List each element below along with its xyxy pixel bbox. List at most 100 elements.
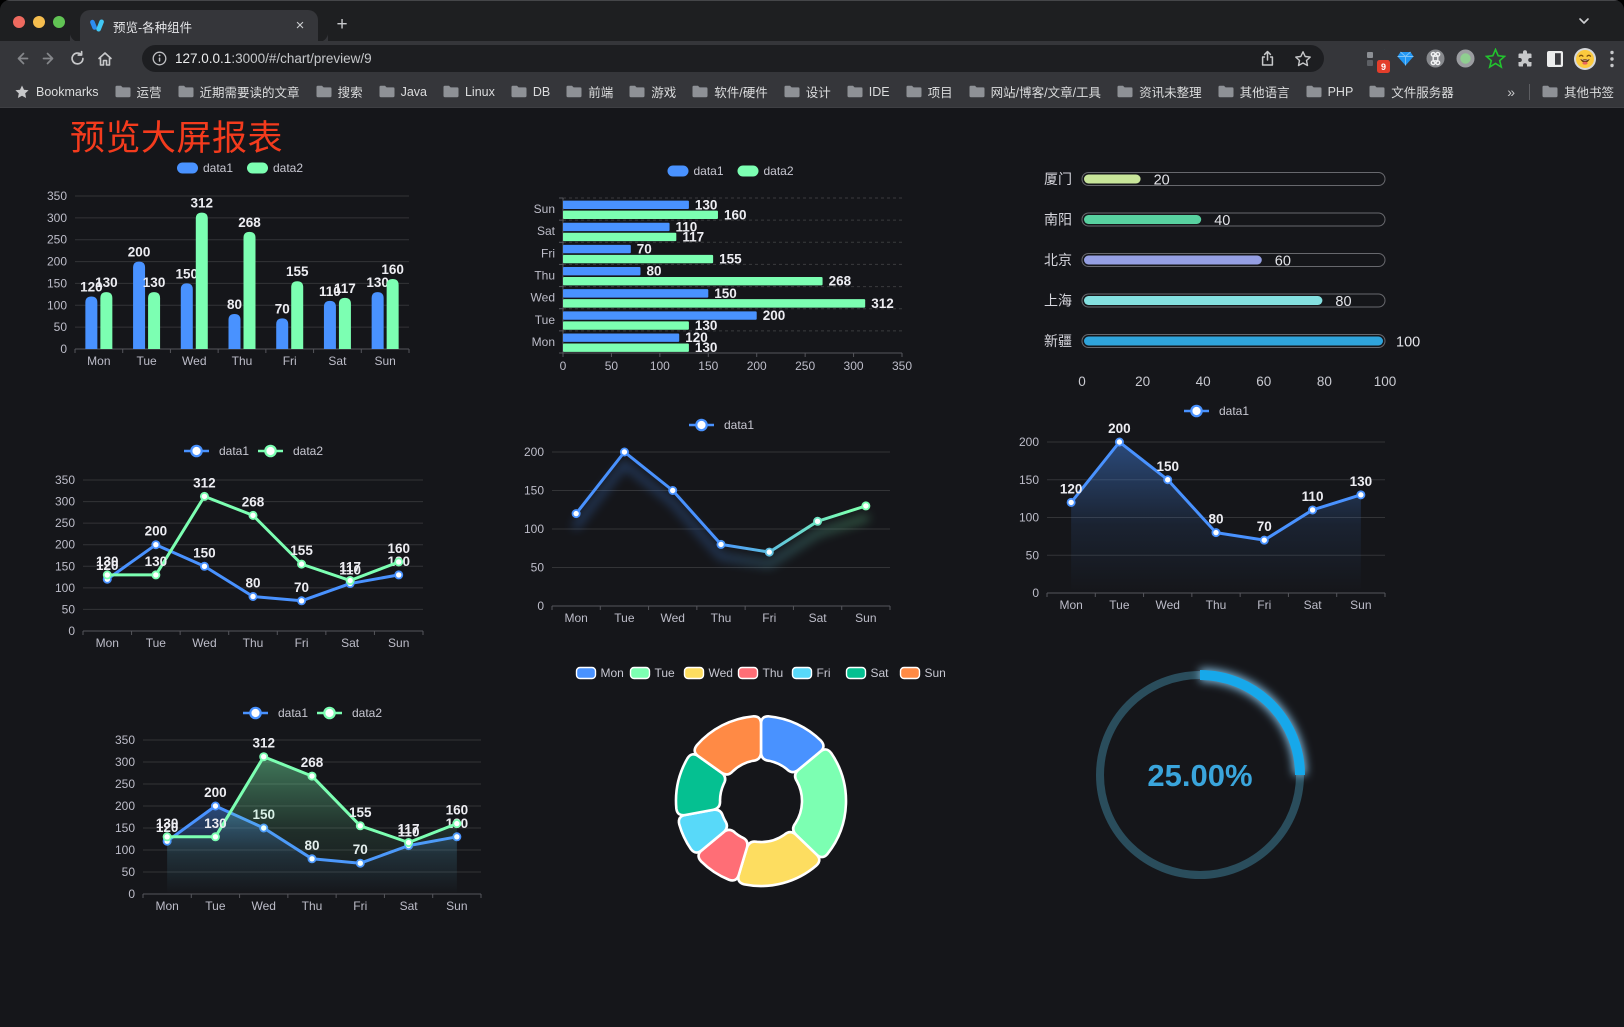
point-data1-Sat[interactable] (1308, 505, 1318, 515)
bar-data1-Mon[interactable] (563, 333, 680, 342)
bar-data2-Tue[interactable] (563, 321, 689, 330)
point-data1-Thu[interactable] (716, 539, 726, 549)
bar-data2-Tue[interactable] (148, 292, 161, 349)
bar-data2-Thu[interactable] (563, 277, 823, 286)
bookmark-folder-item[interactable]: 近期需要读的文章 (178, 82, 300, 101)
legend-swatch[interactable] (791, 666, 813, 680)
bar-data1-Wed[interactable] (180, 283, 193, 349)
bookmark-folder-item[interactable]: IDE (847, 82, 890, 101)
chart-bar-horizontal[interactable]: 0 50 100 150 200 250 300 350 Mon Tue Wed Thu Fri Sat S… (520, 157, 940, 387)
bookmarks-overflow-chevron[interactable]: » (1507, 83, 1515, 100)
point-data2-Fri[interactable] (355, 821, 365, 831)
legend-swatch[interactable] (177, 162, 198, 174)
close-window-button[interactable] (13, 16, 25, 28)
bookmark-star-icon[interactable] (1294, 50, 1312, 68)
point-data2-Wed[interactable] (259, 752, 269, 762)
legend-swatch[interactable] (264, 444, 277, 458)
bar-data2-Mon[interactable] (563, 343, 689, 352)
browser-menu-kebab-icon[interactable] (1600, 44, 1624, 74)
point-data2-Thu[interactable] (248, 510, 258, 520)
point-data1-Sun[interactable] (1356, 490, 1366, 500)
bookmark-folder-item[interactable]: 运营 (115, 82, 162, 101)
legend-swatch[interactable] (899, 666, 921, 680)
legend-swatch[interactable] (667, 165, 689, 177)
bar-data1-Mon[interactable] (85, 296, 98, 349)
extension-command-circle-icon[interactable] (1420, 44, 1450, 74)
bar-data1-Tue[interactable] (133, 261, 146, 349)
fullscreen-window-button[interactable] (53, 16, 65, 28)
legend-swatch[interactable] (737, 165, 759, 177)
legend-swatch[interactable] (737, 666, 759, 680)
bar-data2-Fri[interactable] (291, 281, 304, 349)
progress-fill-南阳[interactable] (1084, 215, 1202, 224)
bar-data1-Tue[interactable] (563, 311, 757, 320)
other-bookmarks-folder[interactable]: 其他书签 (1542, 82, 1614, 101)
address-bar[interactable]: 127.0.0.1:3000/#/chart/preview/9 (142, 45, 1324, 72)
pie-slice-Sat[interactable] (674, 753, 727, 817)
browser-tab[interactable]: 预览-各种组件 × (80, 10, 328, 42)
point-data2-Fri[interactable] (297, 559, 307, 569)
chart-donut[interactable]: Mon Tue Wed Thu Fri Sat Sun (560, 659, 962, 949)
home-button[interactable] (91, 45, 119, 73)
extensions-puzzle-icon[interactable] (1510, 44, 1540, 74)
bar-data2-Mon[interactable] (100, 292, 113, 349)
bookmark-folder-item[interactable]: PHP (1306, 82, 1353, 101)
share-icon[interactable] (1259, 50, 1276, 67)
bookmark-folder-item[interactable]: 网站/博客/文章/工具 (969, 82, 1101, 101)
chart-progress-bars[interactable]: 厦门 20 南阳 40 北京 60 上海 80 新疆 100 0 20 40 60 80 100 (1020, 149, 1420, 409)
extension-grid-badge-icon[interactable]: 9 (1360, 44, 1390, 74)
legend-swatch[interactable] (683, 666, 705, 680)
bookmarks-manager-item[interactable]: Bookmarks (14, 84, 99, 100)
legend-swatch[interactable] (629, 666, 651, 680)
chart-line-two-series[interactable]: 0 50 100 150 200 250 300 350 Mon Tue Wed Thu Fri Sat S… (45, 437, 465, 656)
pie-slice-Wed[interactable] (736, 830, 821, 888)
point-data1-Sun[interactable] (394, 570, 404, 580)
point-data1-Thu[interactable] (248, 591, 258, 601)
bar-data2-Wed[interactable] (195, 212, 208, 349)
bar-data2-Wed[interactable] (563, 299, 866, 308)
minimize-window-button[interactable] (33, 16, 45, 28)
bar-data2-Sat[interactable] (338, 297, 351, 349)
forward-button[interactable] (35, 45, 63, 73)
bookmark-folder-item[interactable]: 游戏 (629, 82, 676, 101)
point-data2-Sat[interactable] (345, 576, 355, 586)
gauge-progress[interactable] (1199, 670, 1305, 776)
legend-swatch[interactable] (845, 666, 867, 680)
point-data2-Wed[interactable] (199, 491, 209, 501)
profile-avatar[interactable] (1570, 44, 1600, 74)
reload-button[interactable] (63, 45, 91, 73)
pie-slice-Fri[interactable] (677, 808, 729, 854)
bar-data1-Fri[interactable] (276, 318, 289, 349)
progress-fill-厦门[interactable] (1084, 174, 1141, 184)
site-info-icon[interactable] (152, 51, 167, 66)
bar-data2-Sun[interactable] (563, 210, 718, 219)
legend-swatch[interactable] (247, 162, 268, 174)
point-data1-Sat[interactable] (813, 516, 823, 526)
bar-data1-Wed[interactable] (563, 289, 709, 298)
point-data1-Wed[interactable] (1163, 475, 1173, 485)
point-data2-Thu[interactable] (307, 771, 317, 781)
new-tab-button[interactable]: + (336, 14, 348, 35)
bookmark-folder-item[interactable]: 前端 (566, 82, 613, 101)
bookmark-folder-item[interactable]: 项目 (906, 82, 953, 101)
bar-data1-Sat[interactable] (563, 222, 670, 232)
bookmark-folder-item[interactable]: 设计 (784, 82, 831, 101)
bookmark-folder-item[interactable]: Linux (443, 82, 495, 101)
pie-slice-Sun[interactable] (693, 715, 763, 776)
point-data1-Tue[interactable] (1114, 437, 1124, 447)
point-data1-Thu[interactable] (1211, 528, 1221, 538)
point-data1-Fri[interactable] (297, 596, 307, 606)
chart-area-two-series[interactable]: 0 50 100 150 200 250 300 350 Mon Tue Wed Thu Fri Sat S… (105, 699, 515, 919)
point-data1-Wed[interactable] (199, 561, 209, 571)
point-data2-Sun[interactable] (394, 557, 404, 567)
bar-data1-Sun[interactable] (371, 292, 384, 349)
point-data2-Sat[interactable] (404, 838, 414, 848)
point-data1-Tue[interactable] (210, 801, 220, 811)
legend-swatch[interactable] (1190, 404, 1203, 418)
extension-gem-icon[interactable] (1390, 44, 1420, 74)
progress-fill-新疆[interactable] (1084, 336, 1383, 346)
bookmark-folder-item[interactable]: 软件/硬件 (692, 82, 768, 101)
point-data2-Sun[interactable] (452, 819, 462, 829)
point-data2-Tue[interactable] (210, 832, 220, 842)
chart-line-gradient[interactable]: 0 50 100 150 200 Mon Tue Wed Thu Fri Sat Sun data1 (520, 411, 940, 631)
